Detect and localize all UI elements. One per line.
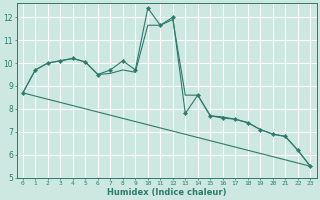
- X-axis label: Humidex (Indice chaleur): Humidex (Indice chaleur): [107, 188, 226, 197]
